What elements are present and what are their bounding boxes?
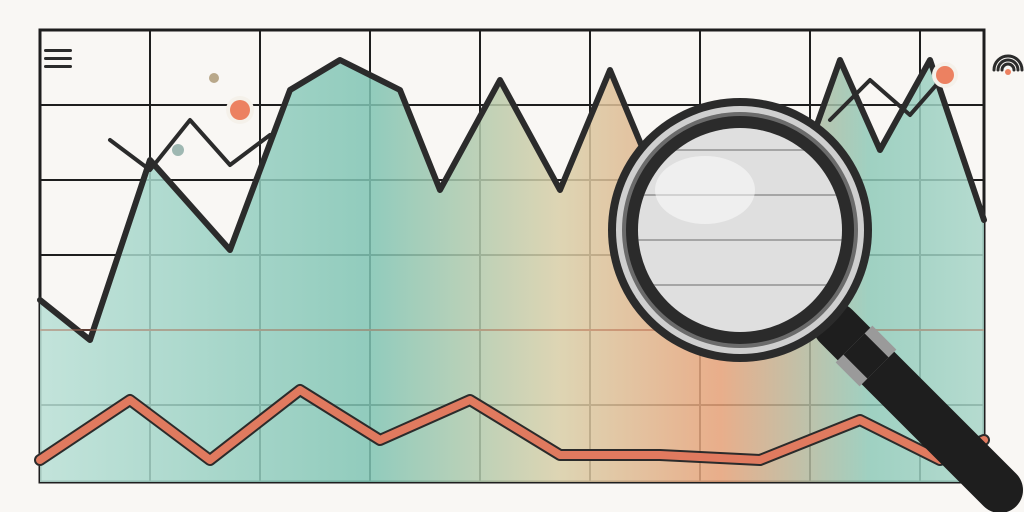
chart-canvas [0,0,1024,512]
menu-icon[interactable] [44,44,72,73]
chart-svg [0,0,1024,512]
mini-sparkline [110,120,270,170]
